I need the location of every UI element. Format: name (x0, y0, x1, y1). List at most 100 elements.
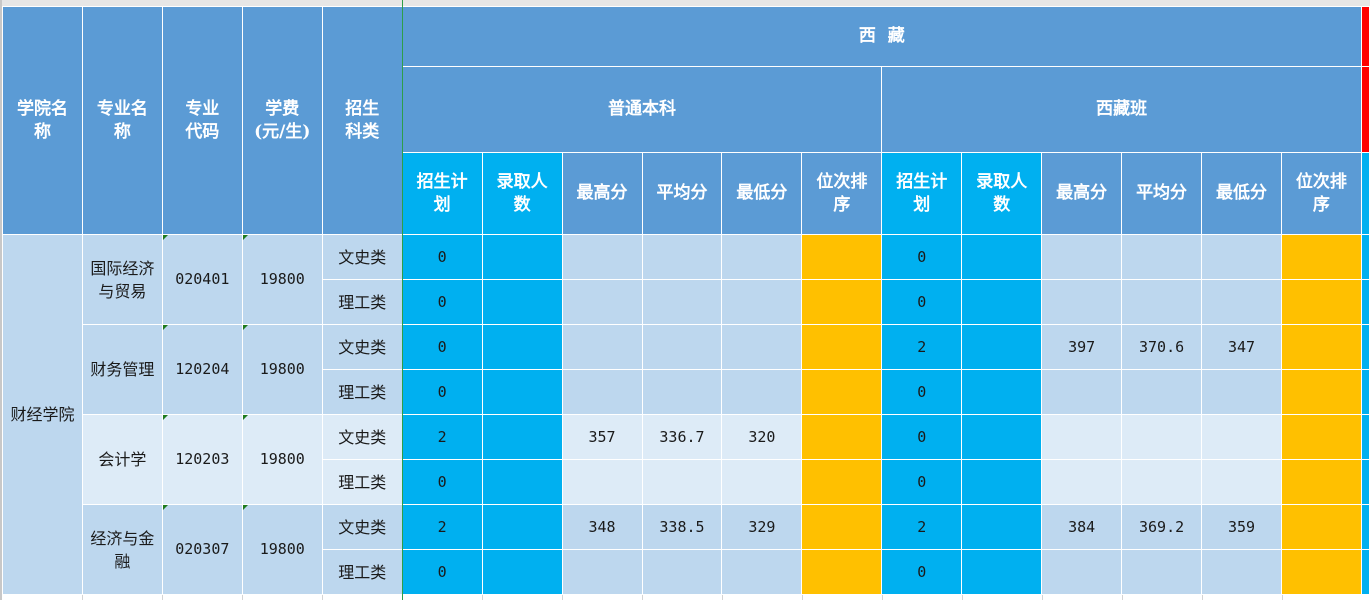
tibet-rank-cell[interactable] (1280, 414, 1362, 460)
regular-admitted-cell[interactable] (481, 324, 563, 370)
tibet-avg-cell[interactable]: 370.6 (1121, 324, 1203, 370)
major-code-cell[interactable]: 020401 (161, 234, 243, 325)
category-cell[interactable]: 理工类 (321, 369, 403, 415)
red-marker-cell[interactable] (1360, 66, 1370, 153)
header-regular-avg[interactable]: 平均分 (641, 152, 723, 235)
tibet-max-cell[interactable]: 397 (1041, 324, 1123, 370)
regular-avg-cell[interactable] (641, 234, 723, 280)
header-tibet-max[interactable]: 最高分 (1041, 152, 1123, 235)
tibet-max-cell[interactable]: 384 (1041, 504, 1123, 550)
header-tibet-plan[interactable]: 招生计划 (881, 152, 963, 235)
cyan-marker-cell[interactable] (1360, 152, 1370, 235)
tibet-plan-cell[interactable]: 0 (881, 414, 963, 460)
regular-admitted-cell[interactable] (481, 459, 563, 505)
tibet-min-cell[interactable] (1201, 279, 1282, 325)
header-regular-rank[interactable]: 位次排序 (801, 152, 883, 235)
tibet-rank-cell[interactable] (1280, 234, 1362, 280)
regular-min-cell[interactable]: 329 (721, 504, 803, 550)
tibet-avg-cell[interactable] (1121, 459, 1203, 505)
major-code-cell[interactable]: 020307 (161, 504, 243, 595)
major-code-cell[interactable]: 120204 (161, 324, 243, 415)
tibet-max-cell[interactable] (1041, 459, 1123, 505)
regular-avg-cell[interactable] (641, 459, 723, 505)
regular-min-cell[interactable] (721, 369, 803, 415)
header-category[interactable]: 招生科类 (321, 6, 403, 235)
regular-rank-cell[interactable] (801, 234, 883, 280)
header-major-name[interactable]: 专业名称 (81, 6, 163, 235)
tibet-admitted-cell[interactable] (961, 234, 1043, 280)
header-tibet-avg[interactable]: 平均分 (1121, 152, 1203, 235)
regular-admitted-cell[interactable] (481, 234, 563, 280)
cyan-marker-cell[interactable] (1360, 234, 1370, 280)
regular-avg-cell[interactable]: 336.7 (641, 414, 723, 460)
regular-max-cell[interactable]: 348 (561, 504, 643, 550)
tibet-plan-cell[interactable]: 2 (881, 504, 963, 550)
category-cell[interactable]: 理工类 (321, 279, 403, 325)
regular-avg-cell[interactable] (641, 549, 723, 595)
regular-min-cell[interactable]: 320 (721, 414, 803, 460)
tibet-avg-cell[interactable] (1121, 414, 1203, 460)
regular-admitted-cell[interactable] (481, 369, 563, 415)
header-tibet-min[interactable]: 最低分 (1201, 152, 1282, 235)
tibet-rank-cell[interactable] (1280, 279, 1362, 325)
college-name-cell[interactable]: 财经学院 (2, 234, 83, 595)
tibet-rank-cell[interactable] (1280, 504, 1362, 550)
tibet-admitted-cell[interactable] (961, 549, 1043, 595)
cyan-marker-cell[interactable] (1360, 279, 1370, 325)
tibet-rank-cell[interactable] (1280, 324, 1362, 370)
category-cell[interactable]: 文史类 (321, 234, 403, 280)
regular-max-cell[interactable] (561, 369, 643, 415)
header-regular-max[interactable]: 最高分 (561, 152, 643, 235)
regular-plan-cell[interactable]: 0 (401, 459, 483, 505)
regular-max-cell[interactable] (561, 279, 643, 325)
red-marker-cell[interactable] (1360, 6, 1370, 67)
regular-plan-cell[interactable]: 2 (401, 414, 483, 460)
cyan-marker-cell[interactable] (1360, 549, 1370, 595)
regular-admitted-cell[interactable] (481, 549, 563, 595)
header-region[interactable]: 西 藏 (401, 6, 1362, 67)
regular-plan-cell[interactable]: 0 (401, 369, 483, 415)
tibet-admitted-cell[interactable] (961, 279, 1043, 325)
tibet-avg-cell[interactable]: 369.2 (1121, 504, 1203, 550)
regular-rank-cell[interactable] (801, 459, 883, 505)
regular-plan-cell[interactable]: 0 (401, 279, 483, 325)
major-code-cell[interactable]: 120203 (161, 414, 243, 505)
tibet-min-cell[interactable] (1201, 234, 1282, 280)
regular-admitted-cell[interactable] (481, 279, 563, 325)
cyan-marker-cell[interactable] (1360, 369, 1370, 415)
tibet-max-cell[interactable] (1041, 414, 1123, 460)
header-major-code[interactable]: 专业代码 (161, 6, 243, 235)
cyan-marker-cell[interactable] (1360, 324, 1370, 370)
tibet-plan-cell[interactable]: 0 (881, 459, 963, 505)
tibet-plan-cell[interactable]: 0 (881, 369, 963, 415)
regular-avg-cell[interactable] (641, 324, 723, 370)
category-cell[interactable]: 文史类 (321, 324, 403, 370)
tibet-plan-cell[interactable]: 0 (881, 279, 963, 325)
header-tuition[interactable]: 学费(元/生) (241, 6, 323, 235)
regular-rank-cell[interactable] (801, 549, 883, 595)
tibet-min-cell[interactable] (1201, 369, 1282, 415)
regular-max-cell[interactable] (561, 324, 643, 370)
category-cell[interactable]: 理工类 (321, 459, 403, 505)
header-regular-admitted[interactable]: 录取人数 (481, 152, 563, 235)
header-regular-min[interactable]: 最低分 (721, 152, 803, 235)
tibet-plan-cell[interactable]: 0 (881, 234, 963, 280)
tibet-plan-cell[interactable]: 2 (881, 324, 963, 370)
cyan-marker-cell[interactable] (1360, 414, 1370, 460)
tuition-cell[interactable]: 19800 (241, 504, 323, 595)
regular-avg-cell[interactable]: 338.5 (641, 504, 723, 550)
tibet-min-cell[interactable] (1201, 549, 1282, 595)
tuition-cell[interactable]: 19800 (241, 234, 323, 325)
cyan-marker-cell[interactable] (1360, 459, 1370, 505)
header-tibet-rank[interactable]: 位次排序 (1280, 152, 1362, 235)
regular-plan-cell[interactable]: 2 (401, 504, 483, 550)
tibet-admitted-cell[interactable] (961, 369, 1043, 415)
major-name-cell[interactable]: 财务管理 (81, 324, 163, 415)
tibet-min-cell[interactable]: 359 (1201, 504, 1282, 550)
regular-min-cell[interactable] (721, 324, 803, 370)
regular-avg-cell[interactable] (641, 369, 723, 415)
header-tibet-admitted[interactable]: 录取人数 (961, 152, 1043, 235)
tibet-max-cell[interactable] (1041, 234, 1123, 280)
regular-min-cell[interactable] (721, 234, 803, 280)
regular-max-cell[interactable] (561, 234, 643, 280)
